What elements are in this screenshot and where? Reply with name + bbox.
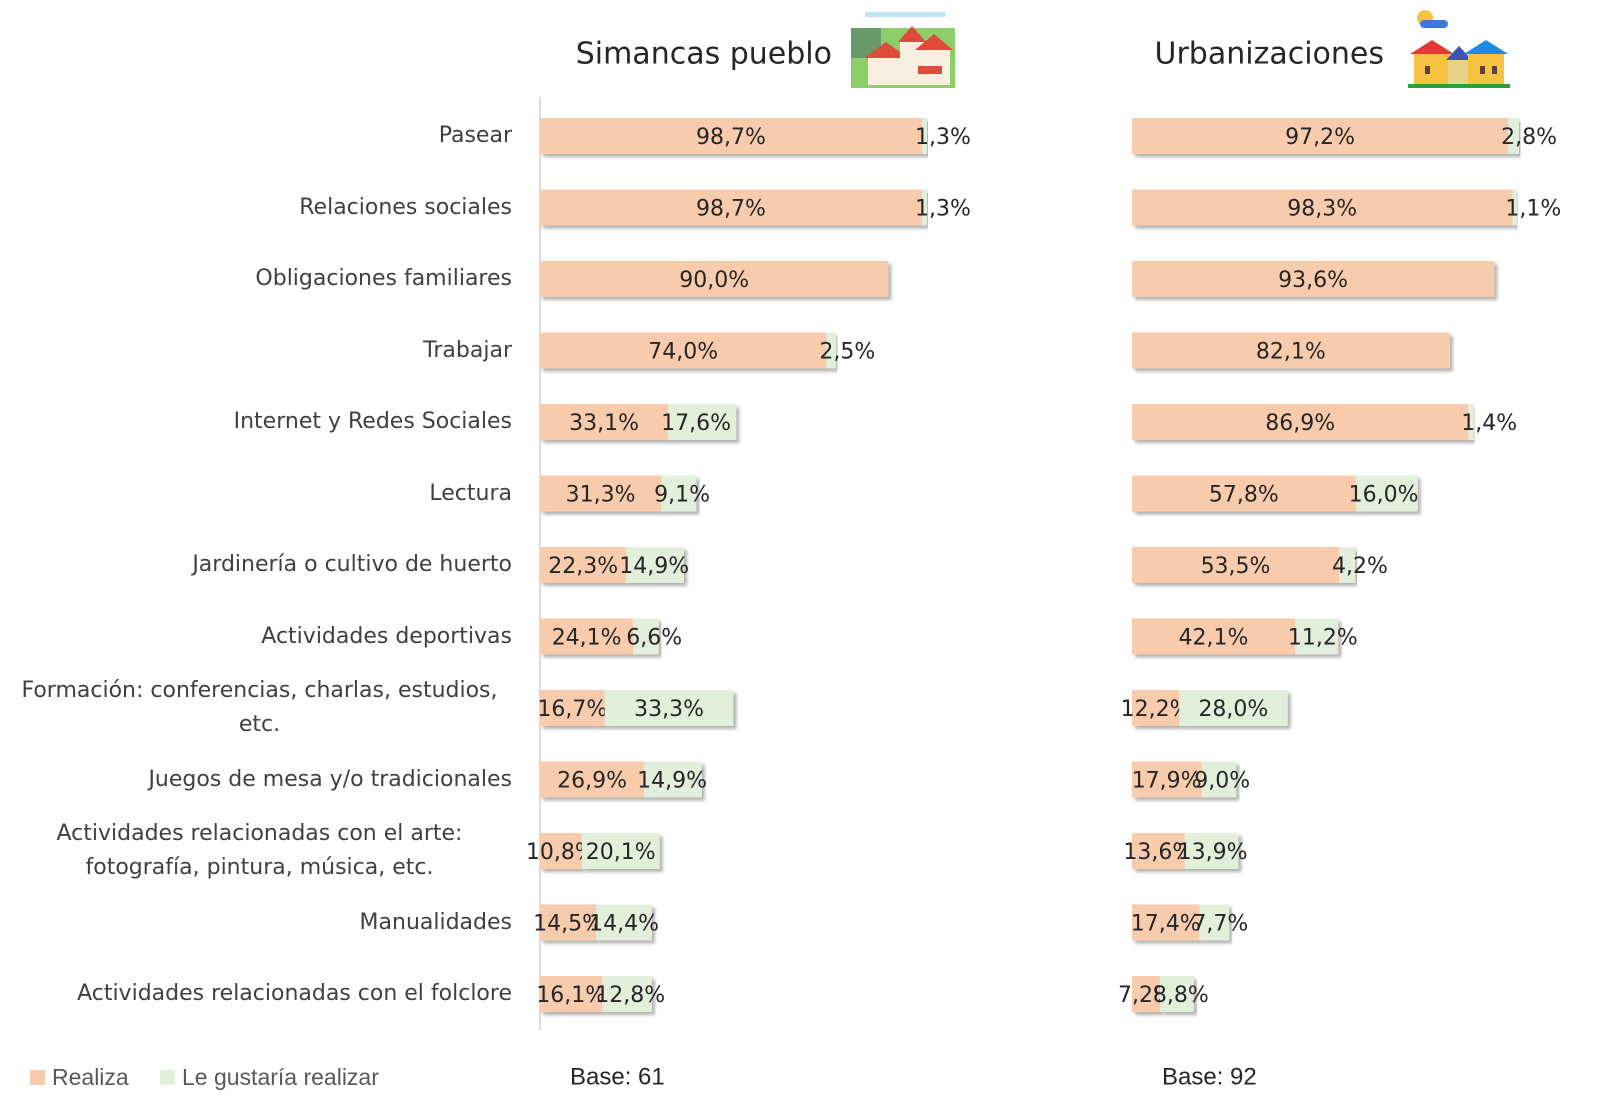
value-label: 93,6% bbox=[1278, 268, 1348, 293]
category-label: Jardinería o cultivo de huerto bbox=[0, 548, 512, 582]
value-label: 20,1% bbox=[586, 840, 656, 865]
value-label: 1,3% bbox=[915, 197, 971, 222]
value-label: 9,0% bbox=[1194, 769, 1250, 794]
value-label: 57,8% bbox=[1209, 483, 1279, 508]
base-note: Base: 61 bbox=[570, 1063, 665, 1090]
category-text: Relaciones sociales bbox=[299, 191, 512, 225]
category-text: Internet y Redes Sociales bbox=[234, 405, 512, 439]
value-label: 17,6% bbox=[661, 411, 731, 436]
value-label: 53,5% bbox=[1201, 554, 1271, 579]
value-label: 97,2% bbox=[1285, 125, 1355, 150]
value-label: 74,0% bbox=[648, 340, 718, 365]
category-label: Actividades relacionadas con el arte: fo… bbox=[0, 817, 512, 885]
value-label: 1,1% bbox=[1505, 197, 1561, 222]
category-label: Obligaciones familiares bbox=[0, 262, 512, 296]
value-label: 2,8% bbox=[1501, 125, 1557, 150]
chart-title: Urbanizaciones bbox=[1155, 37, 1384, 72]
value-label: 42,1% bbox=[1179, 626, 1249, 651]
value-label: 1,3% bbox=[915, 125, 971, 150]
value-label: 7,7% bbox=[1192, 912, 1248, 937]
category-text: Obligaciones familiares bbox=[255, 262, 512, 296]
category-label: Internet y Redes Sociales bbox=[0, 405, 512, 439]
value-label: 6,6% bbox=[626, 626, 682, 651]
category-label: Manualidades bbox=[0, 906, 512, 940]
value-label: 11,2% bbox=[1288, 626, 1358, 651]
category-label: Pasear bbox=[0, 119, 512, 153]
value-label: 12,8% bbox=[595, 983, 665, 1008]
town-icon bbox=[1408, 10, 1510, 88]
value-label: 9,1% bbox=[654, 483, 710, 508]
category-label: Juegos de mesa y/o tradicionales bbox=[0, 763, 512, 797]
value-label: 17,9% bbox=[1132, 769, 1202, 794]
category-text: Formación: conferencias, charlas, estudi… bbox=[7, 674, 512, 742]
category-label: Lectura bbox=[0, 477, 512, 511]
category-label: Actividades deportivas bbox=[0, 620, 512, 654]
legend-swatch bbox=[30, 1070, 45, 1085]
category-label: Formación: conferencias, charlas, estudi… bbox=[0, 674, 512, 742]
value-label: 98,3% bbox=[1287, 197, 1357, 222]
category-text: Pasear bbox=[439, 119, 512, 153]
value-label: 98,7% bbox=[696, 125, 766, 150]
value-label: 16,0% bbox=[1349, 483, 1419, 508]
value-label: 31,3% bbox=[566, 483, 636, 508]
value-label: 1,4% bbox=[1461, 411, 1517, 436]
value-label: 8,8% bbox=[1153, 983, 1209, 1008]
value-label: 14,9% bbox=[619, 554, 689, 579]
base-note: Base: 92 bbox=[1162, 1063, 1257, 1090]
value-label: 16,7% bbox=[537, 697, 607, 722]
value-label: 33,3% bbox=[634, 697, 704, 722]
category-label: Relaciones sociales bbox=[0, 191, 512, 225]
category-label: Actividades relacionadas con el folclore bbox=[0, 977, 512, 1011]
category-text: Lectura bbox=[429, 477, 512, 511]
value-label: 90,0% bbox=[679, 268, 749, 293]
value-label: 4,2% bbox=[1332, 554, 1388, 579]
category-text: Actividades relacionadas con el arte: fo… bbox=[7, 817, 512, 885]
value-label: 17,4% bbox=[1131, 912, 1201, 937]
category-text: Manualidades bbox=[360, 906, 512, 940]
category-text: Trabajar bbox=[423, 334, 512, 368]
category-text: Jardinería o cultivo de huerto bbox=[192, 548, 512, 582]
value-label: 28,0% bbox=[1198, 697, 1268, 722]
category-text: Juegos de mesa y/o tradicionales bbox=[148, 763, 512, 797]
category-label: Trabajar bbox=[0, 334, 512, 368]
value-label: 13,9% bbox=[1178, 840, 1248, 865]
value-label: 14,9% bbox=[637, 769, 707, 794]
legend-label: Realiza bbox=[52, 1064, 129, 1090]
value-label: 98,7% bbox=[696, 197, 766, 222]
value-label: 33,1% bbox=[569, 411, 639, 436]
value-label: 24,1% bbox=[552, 626, 622, 651]
category-text: Actividades relacionadas con el folclore bbox=[77, 977, 512, 1011]
value-label: 26,9% bbox=[557, 769, 627, 794]
value-label: 2,5% bbox=[819, 340, 875, 365]
value-label: 14,4% bbox=[589, 912, 659, 937]
legend-label: Le gustaría realizar bbox=[182, 1064, 379, 1090]
value-label: 82,1% bbox=[1256, 340, 1326, 365]
chart-title: Simancas pueblo bbox=[576, 37, 832, 72]
value-label: 86,9% bbox=[1265, 411, 1335, 436]
value-label: 22,3% bbox=[548, 554, 618, 579]
village-icon bbox=[851, 12, 955, 88]
page: Simancas pueblo Base: 61 98,7% 1,3% 98,7% 1,3… bbox=[0, 0, 1606, 1116]
category-text: Actividades deportivas bbox=[261, 620, 512, 654]
legend-swatch bbox=[160, 1070, 175, 1085]
